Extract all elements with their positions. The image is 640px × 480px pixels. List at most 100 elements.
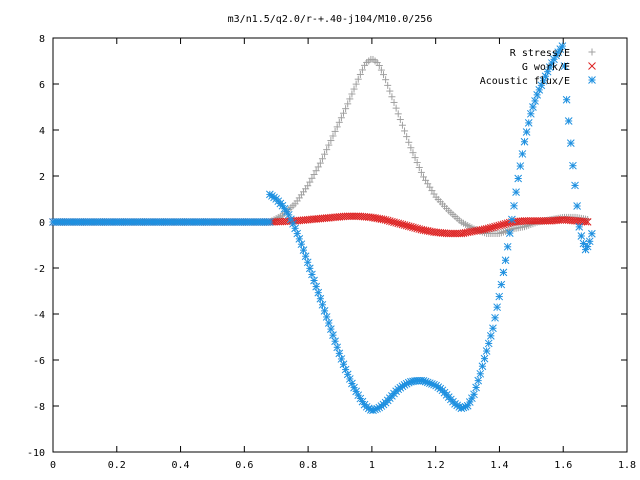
data-point bbox=[265, 218, 274, 226]
data-point bbox=[321, 150, 329, 158]
data-point bbox=[510, 201, 518, 210]
data-point bbox=[417, 168, 425, 176]
x-tick-label: 1.4 bbox=[490, 460, 508, 471]
data-point bbox=[297, 240, 306, 249]
data-point bbox=[401, 127, 409, 135]
data-point bbox=[314, 163, 322, 171]
data-point bbox=[581, 217, 590, 226]
data-point bbox=[491, 313, 499, 322]
data-point bbox=[308, 270, 316, 279]
data-point bbox=[531, 97, 539, 105]
data-point bbox=[505, 229, 514, 237]
data-point bbox=[573, 202, 581, 210]
data-point bbox=[310, 276, 318, 285]
data-point bbox=[316, 159, 324, 167]
x-tick-label: 0.2 bbox=[108, 460, 126, 471]
data-point bbox=[562, 95, 571, 104]
data-point bbox=[569, 161, 577, 170]
series-layer bbox=[49, 42, 596, 415]
data-point bbox=[465, 398, 474, 406]
data-point bbox=[331, 337, 339, 346]
x-tick-label: 1.8 bbox=[618, 460, 636, 471]
y-tick-label: -6 bbox=[33, 356, 45, 367]
data-point bbox=[356, 70, 364, 78]
x-tick-label: 0.6 bbox=[235, 460, 253, 471]
y-tick-label: -10 bbox=[27, 448, 45, 459]
data-point bbox=[470, 390, 478, 399]
data-point bbox=[305, 264, 314, 273]
x-tick-label: 1.6 bbox=[554, 460, 572, 471]
data-point bbox=[331, 127, 339, 135]
data-point bbox=[337, 114, 345, 122]
data-point bbox=[354, 75, 362, 83]
plot-frame bbox=[52, 37, 628, 453]
y-tick-label: 0 bbox=[39, 218, 45, 229]
data-point bbox=[514, 174, 523, 183]
data-point bbox=[384, 81, 392, 89]
data-point bbox=[558, 42, 567, 50]
data-point bbox=[415, 163, 423, 171]
data-point bbox=[411, 154, 419, 162]
data-point bbox=[501, 256, 510, 265]
series-acoustic-flux-e bbox=[49, 42, 596, 415]
data-point bbox=[524, 119, 533, 127]
data-point bbox=[375, 62, 383, 70]
data-point bbox=[484, 339, 493, 348]
data-point bbox=[480, 354, 489, 363]
data-point bbox=[392, 104, 400, 112]
data-point bbox=[377, 66, 385, 74]
legend: R stress/E G work/E Acoustic flux/E bbox=[480, 48, 596, 87]
data-point bbox=[346, 95, 354, 103]
data-point bbox=[560, 62, 569, 70]
y-tick-label: 8 bbox=[39, 34, 45, 45]
data-point bbox=[403, 133, 411, 141]
data-point bbox=[323, 146, 331, 154]
axes: 0 0.2 0.4 0.6 0.8 1 1.2 1.4 1.6 1.8 8 6 4 2 0 -2 -4 -6 -8 -… bbox=[27, 34, 636, 471]
data-point bbox=[335, 118, 343, 126]
data-point bbox=[327, 137, 335, 145]
data-point bbox=[310, 171, 318, 179]
data-point bbox=[352, 80, 360, 88]
data-point bbox=[394, 110, 402, 118]
data-point bbox=[497, 280, 506, 289]
data-point bbox=[518, 150, 527, 158]
data-point bbox=[318, 155, 326, 163]
data-point bbox=[390, 98, 398, 106]
data-point bbox=[350, 85, 358, 93]
data-point bbox=[503, 242, 512, 251]
data-point bbox=[495, 292, 504, 301]
x-tick-label: 0.4 bbox=[172, 460, 190, 471]
data-point bbox=[325, 141, 333, 149]
data-point bbox=[379, 71, 387, 79]
data-point bbox=[333, 123, 341, 131]
legend-label: Acoustic flux/E bbox=[480, 76, 570, 87]
data-point bbox=[342, 105, 350, 113]
data-point bbox=[388, 93, 396, 101]
legend-label: R stress/E bbox=[510, 48, 570, 59]
x-tick-label: 1.2 bbox=[427, 460, 445, 471]
data-point bbox=[405, 138, 413, 146]
data-point bbox=[413, 159, 421, 167]
data-point bbox=[386, 87, 394, 95]
data-point bbox=[526, 109, 535, 118]
data-point bbox=[583, 218, 592, 226]
data-point bbox=[382, 76, 390, 84]
data-point bbox=[508, 215, 516, 224]
data-point bbox=[327, 325, 335, 333]
x-tick-label: 0.8 bbox=[299, 460, 317, 471]
data-point bbox=[474, 376, 483, 385]
data-point bbox=[314, 288, 323, 297]
data-point bbox=[348, 90, 356, 98]
data-point bbox=[564, 117, 573, 125]
legend-label: G work/E bbox=[522, 62, 570, 73]
data-point bbox=[409, 149, 417, 157]
data-point bbox=[396, 116, 404, 124]
data-point bbox=[520, 137, 529, 146]
data-point bbox=[482, 347, 491, 355]
data-point bbox=[303, 258, 312, 267]
data-point bbox=[340, 109, 348, 117]
y-tick-label: 2 bbox=[39, 172, 45, 183]
y-tick-label: -4 bbox=[33, 310, 45, 321]
data-point bbox=[312, 282, 321, 291]
